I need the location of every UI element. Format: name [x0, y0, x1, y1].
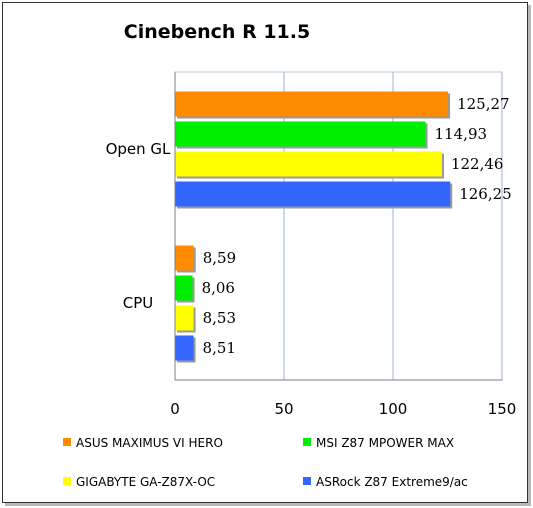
- data-label: 8,06: [202, 279, 235, 297]
- legend-label: ASUS MAXIMUS VI HERO: [76, 436, 223, 450]
- legend-swatch: [63, 477, 71, 485]
- legend-label: ASRock Z87 Extreme9/ac: [316, 475, 468, 489]
- legend-swatch: [303, 477, 311, 485]
- x-tick-label: 50: [274, 400, 293, 418]
- data-label: 8,59: [203, 249, 236, 267]
- legend-item: ASUS MAXIMUS VI HERO: [63, 436, 223, 450]
- bar: [175, 121, 426, 147]
- data-label: 114,93: [435, 125, 488, 143]
- legend-swatch: [303, 438, 311, 446]
- legend-label: MSI Z87 MPOWER MAX: [316, 436, 454, 450]
- legend: ASUS MAXIMUS VI HERO MSI Z87 MPOWER MAX GI…: [63, 436, 468, 489]
- data-label: 8,51: [203, 339, 236, 357]
- category-label: Open GL: [106, 140, 171, 158]
- data-label: 125,27: [457, 95, 510, 113]
- bar: [175, 335, 194, 361]
- legend-item: ASRock Z87 Extreme9/ac: [303, 475, 468, 489]
- data-label: 126,25: [459, 185, 512, 203]
- chart-title: Cinebench R 11.5: [124, 21, 310, 43]
- x-tick-label: 150: [488, 400, 517, 418]
- data-label: 8,53: [203, 309, 236, 327]
- legend-item: MSI Z87 MPOWER MAX: [303, 436, 454, 450]
- data-label: 122,46: [451, 155, 504, 173]
- x-tick-label: 100: [379, 400, 408, 418]
- bar: [175, 245, 194, 271]
- x-tick-label: 0: [170, 400, 180, 418]
- bar: [175, 151, 442, 177]
- legend-item: GIGABYTE GA-Z87X-OC: [63, 475, 215, 489]
- plot-area: 125,27 114,93 122,46 126,25 Open GL 8,59 8,06 8…: [106, 71, 517, 418]
- legend-label: GIGABYTE GA-Z87X-OC: [76, 475, 215, 489]
- bar: [175, 91, 449, 117]
- category-label: CPU: [123, 294, 154, 312]
- bar: [175, 181, 451, 207]
- bar: [175, 305, 194, 331]
- legend-swatch: [63, 438, 71, 446]
- bar: [175, 275, 193, 301]
